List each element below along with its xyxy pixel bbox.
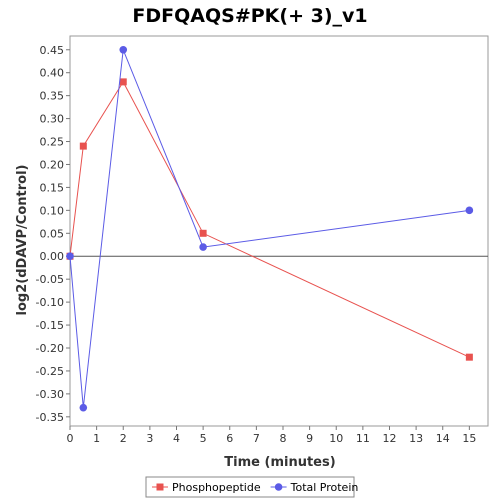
data-point-total-protein	[66, 252, 74, 261]
y-tick-label: 0.10	[40, 204, 65, 217]
x-tick-label: 15	[462, 432, 476, 445]
legend-label-total-protein: Total Protein	[290, 481, 359, 494]
x-tick-label: 12	[382, 432, 396, 445]
legend-marker-phosphopeptide	[156, 483, 164, 491]
x-tick-label: 10	[329, 432, 343, 445]
y-tick-label: 0.30	[40, 113, 65, 126]
y-tick-label: -0.30	[36, 388, 64, 401]
x-tick-label: 1	[93, 432, 100, 445]
y-tick-label: 0.40	[40, 67, 65, 80]
x-tick-label: 7	[253, 432, 260, 445]
data-point-total-protein	[119, 45, 128, 54]
data-point-total-protein	[199, 243, 207, 251]
legend-marker-total-protein	[274, 483, 283, 491]
y-tick-label: 0.25	[40, 136, 65, 149]
data-point-total-protein	[79, 403, 88, 412]
y-tick-label: -0.20	[36, 342, 64, 355]
plot-area	[69, 35, 489, 427]
x-tick-label: 5	[200, 432, 207, 445]
data-point-phosphopeptide	[119, 78, 127, 86]
data-point-total-protein	[465, 206, 474, 215]
x-tick-label: 13	[409, 432, 423, 445]
x-tick-label: 8	[279, 432, 286, 445]
y-tick-label: -0.15	[36, 319, 64, 332]
x-tick-label: 0	[67, 432, 74, 445]
x-tick-label: 4	[173, 432, 180, 445]
y-axis-label: log2(dDAVP/Control)	[15, 165, 30, 316]
x-tick-label: 2	[120, 432, 127, 445]
legend-label-phosphopeptide: Phosphopeptide	[172, 481, 261, 494]
y-tick-label: 0.20	[40, 158, 65, 171]
y-tick-label: -0.10	[36, 296, 64, 309]
x-tick-label: 3	[146, 432, 153, 445]
data-point-phosphopeptide	[465, 353, 473, 361]
x-tick-label: 14	[436, 432, 450, 445]
y-tick-label: 0.05	[40, 227, 65, 240]
y-tick-label: 0.45	[40, 44, 65, 57]
x-tick-label: 6	[226, 432, 233, 445]
legend	[145, 476, 355, 498]
x-axis-label: Time (minutes)	[224, 455, 335, 470]
chart-title: FDFQAQS#PK(+ 3)_v1	[132, 5, 367, 27]
y-tick-label: 0.00	[40, 250, 65, 263]
x-tick-label: 9	[306, 432, 313, 445]
y-tick-label: -0.25	[36, 365, 64, 378]
x-tick-label: 11	[356, 432, 370, 445]
y-tick-label: 0.35	[40, 90, 65, 103]
y-tick-label: -0.05	[36, 273, 64, 286]
data-point-phosphopeptide	[199, 229, 207, 237]
y-tick-label: -0.35	[36, 411, 64, 424]
y-tick-label: 0.15	[40, 181, 65, 194]
data-point-phosphopeptide	[79, 142, 87, 150]
